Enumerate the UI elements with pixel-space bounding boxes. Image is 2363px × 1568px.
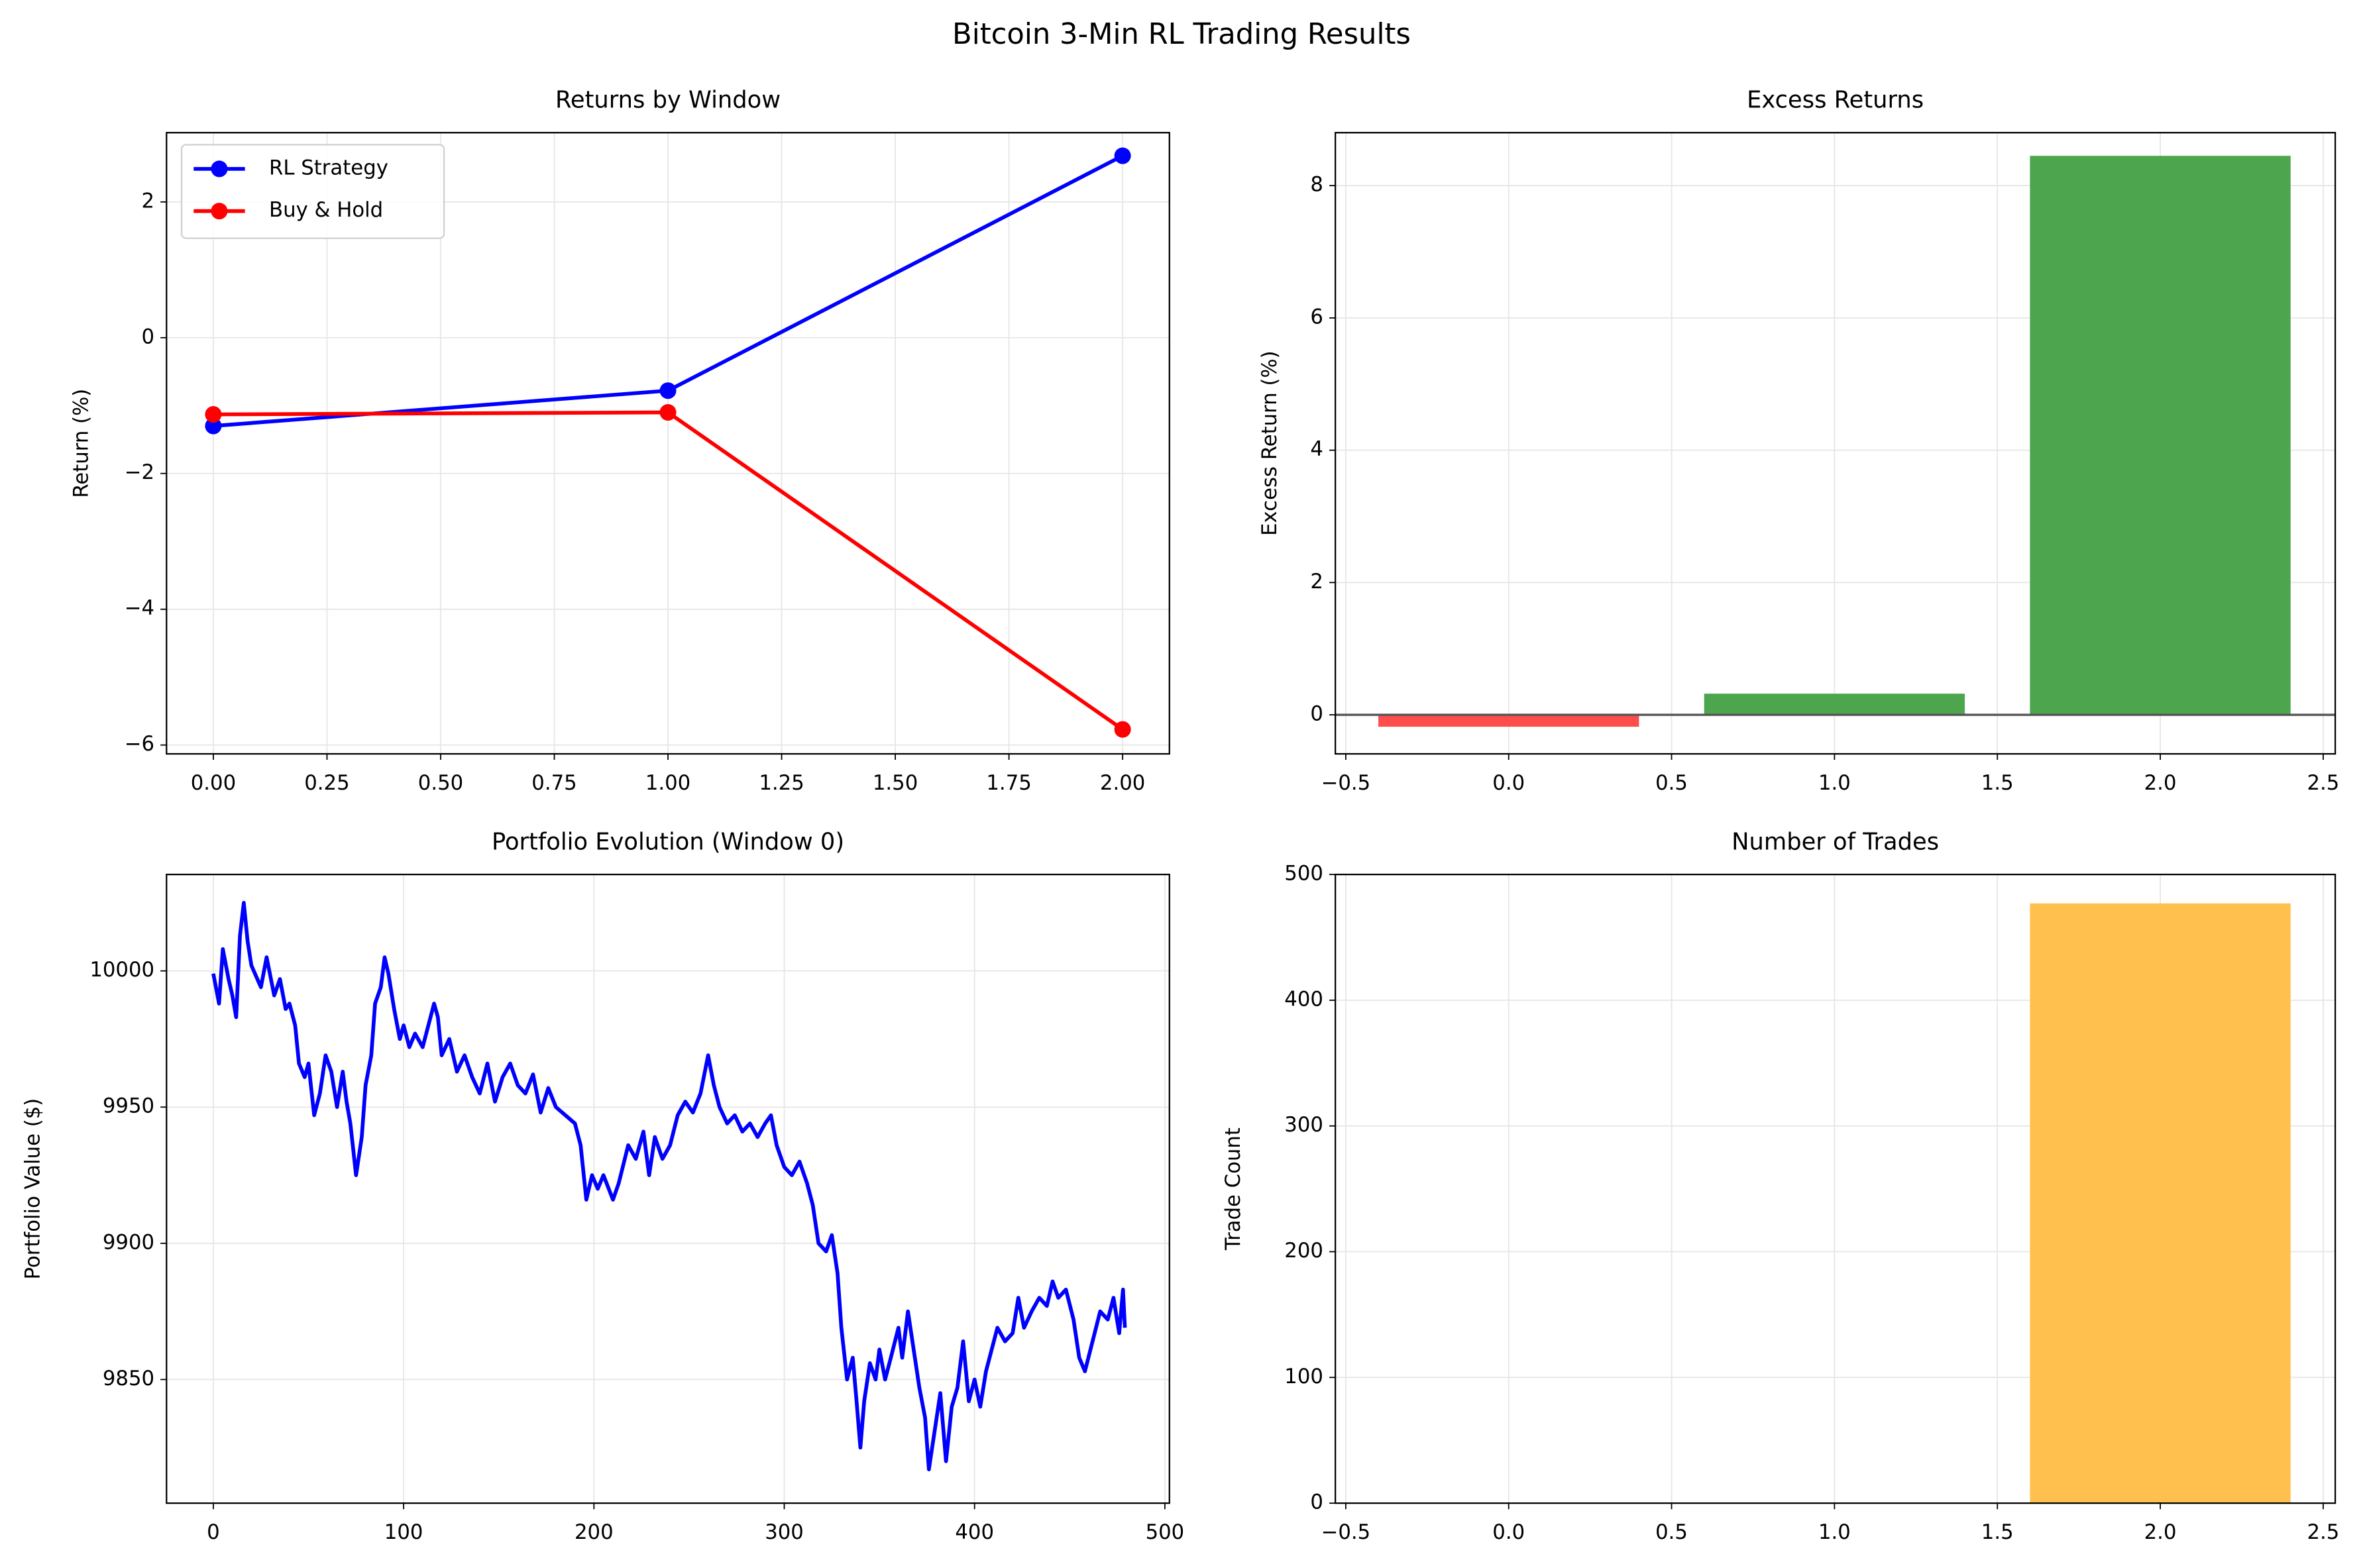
y-tick-label: 2 [1310, 570, 1323, 594]
y-tick-label: 200 [1284, 1239, 1323, 1263]
x-tick-label: 1.75 [986, 771, 1031, 795]
axes-frame [166, 132, 1170, 755]
y-tick-label: 6 [1310, 305, 1323, 329]
legend-label: Buy & Hold [269, 198, 383, 222]
x-tick-label: 200 [575, 1520, 614, 1544]
x-tick-label: 0.00 [191, 771, 236, 795]
x-tick-label: 0.75 [531, 771, 577, 795]
x-tick-label: −0.5 [1321, 771, 1371, 795]
x-tick-label: 1.00 [645, 771, 690, 795]
x-tick-label: 400 [955, 1520, 994, 1544]
y-tick-label: 0 [1310, 702, 1323, 726]
y-tick-label: 9950 [103, 1094, 154, 1118]
x-tick-label: 300 [765, 1520, 804, 1544]
x-tick-label: 0.0 [1492, 771, 1525, 795]
x-tick-label: 2.5 [2307, 771, 2339, 795]
x-tick-label: 0.0 [1492, 1520, 1525, 1544]
y-tick-label: 2 [142, 189, 155, 213]
x-tick-label: 2.5 [2307, 1520, 2339, 1544]
chart-title: Excess Returns [1747, 86, 1924, 113]
x-tick-label: 1.50 [873, 771, 918, 795]
x-tick-label: 2.0 [2144, 771, 2177, 795]
axes-frame [166, 873, 1170, 1504]
bar [1378, 715, 1639, 727]
y-tick-label: 100 [1284, 1365, 1323, 1388]
legend-label: RL Strategy [269, 156, 388, 180]
y-tick-label: −2 [125, 460, 154, 484]
x-tick-label: −0.5 [1321, 1520, 1371, 1544]
x-tick-label: 0.5 [1655, 1520, 1688, 1544]
bar [1704, 694, 1965, 715]
y-axis-label: Trade Count [1221, 1127, 1245, 1251]
y-tick-label: 400 [1284, 987, 1323, 1011]
x-tick-label: 0.5 [1655, 771, 1688, 795]
y-axis-label: Return (%) [69, 389, 93, 498]
x-tick-label: 2.00 [1100, 771, 1145, 795]
x-tick-label: 1.0 [1818, 1520, 1851, 1544]
x-tick-label: 100 [384, 1520, 423, 1544]
x-tick-label: 0.25 [304, 771, 349, 795]
y-tick-label: −6 [125, 732, 154, 756]
legend-marker [211, 160, 228, 178]
point [205, 406, 222, 423]
x-tick-label: 1.0 [1818, 771, 1851, 795]
legend-box [180, 144, 445, 239]
y-tick-label: 8 [1310, 173, 1323, 197]
figure-title: Bitcoin 3-Min RL Trading Results [952, 18, 1411, 51]
x-tick-label: 0 [207, 1520, 220, 1544]
chart-title: Portfolio Evolution (Window 0) [492, 828, 844, 855]
y-tick-label: 9900 [103, 1230, 154, 1254]
point [1114, 147, 1131, 164]
y-tick-label: 10000 [89, 958, 154, 982]
point [659, 403, 677, 421]
x-tick-label: 0.50 [418, 771, 463, 795]
y-axis-label: Portfolio Value ($) [21, 1098, 44, 1280]
chart-title: Returns by Window [555, 86, 781, 113]
y-tick-label: 300 [1284, 1113, 1323, 1137]
x-tick-label: 1.5 [1981, 1520, 2014, 1544]
bar [2030, 903, 2291, 1504]
y-tick-label: 0 [1310, 1490, 1323, 1514]
x-tick-label: 500 [1146, 1520, 1185, 1544]
legend-marker [211, 203, 228, 220]
x-tick-label: 2.0 [2144, 1520, 2177, 1544]
point [659, 382, 677, 399]
y-tick-label: 4 [1310, 437, 1323, 461]
y-axis-label: Excess Return (%) [1258, 350, 1282, 535]
chart-title: Number of Trades [1731, 828, 1939, 855]
y-tick-label: 9850 [103, 1367, 154, 1390]
point [205, 417, 222, 435]
axes-frame [1335, 873, 2336, 1504]
x-tick-label: 1.25 [759, 771, 804, 795]
y-tick-label: 0 [142, 325, 155, 348]
series-line [211, 900, 1127, 1471]
bar [2030, 156, 2291, 715]
axes-frame [1335, 132, 2336, 755]
x-tick-label: 1.5 [1981, 771, 2014, 795]
y-tick-label: −4 [125, 596, 154, 620]
point [1114, 721, 1131, 738]
y-tick-label: 500 [1284, 862, 1323, 886]
